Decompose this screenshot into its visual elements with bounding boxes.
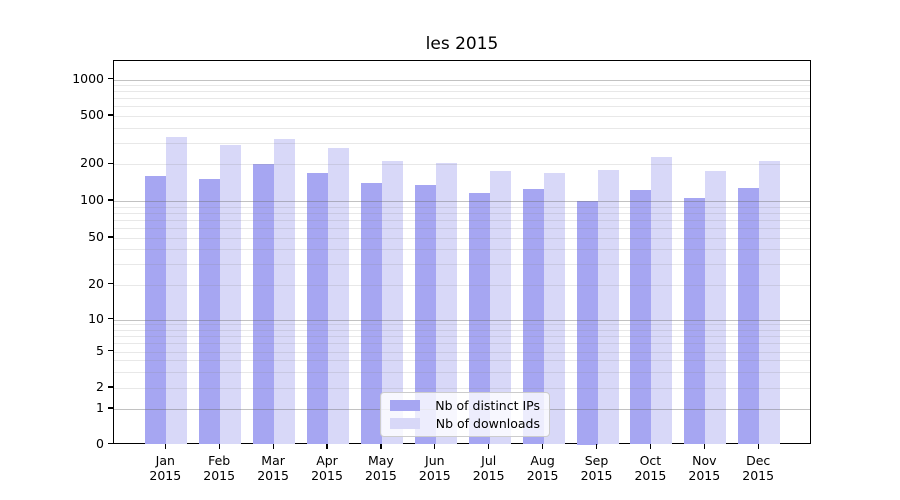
bar-downloads-dec-2015: [759, 161, 781, 445]
gridline-major-1000: [114, 79, 810, 81]
x-tick-label-sep-2015: Sep 2015: [580, 452, 613, 484]
legend-entry-downloads: Nb of downloads: [390, 416, 540, 431]
x-tick-mark-jan-2015: [164, 443, 166, 449]
bar-downloads-sep-2015: [597, 169, 619, 445]
chart-title: les 2015: [425, 34, 499, 54]
y-tick-mark-100: [108, 199, 113, 201]
x-tick-label-dec-2015: Dec 2015: [742, 452, 775, 484]
y-tick-label-5: 5: [96, 342, 104, 358]
bar-distinct-ips-nov-2015: [684, 197, 706, 445]
legend-label-downloads: Nb of downloads: [435, 415, 540, 431]
y-tick-label-50: 50: [88, 229, 104, 244]
x-tick-mark-nov-2015: [703, 443, 705, 449]
bar-distinct-ips-feb-2015: [199, 179, 221, 445]
gridline-minor-300: [114, 143, 810, 145]
bar-downloads-aug-2015: [543, 173, 565, 445]
y-tick-mark-10: [108, 317, 113, 320]
x-tick-mark-aug-2015: [542, 443, 544, 449]
bar-downloads-mar-2015: [274, 138, 296, 445]
y-tick-mark-2: [108, 386, 113, 388]
bar-distinct-ips-aug-2015: [522, 189, 544, 445]
x-tick-label-apr-2015: Apr 2015: [311, 452, 343, 484]
x-tick-mark-oct-2015: [649, 443, 652, 449]
y-tick-mark-500: [108, 114, 113, 116]
bar-distinct-ips-jun-2015: [414, 185, 436, 445]
y-tick-label-100: 100: [80, 192, 104, 207]
bar-downloads-feb-2015: [220, 145, 242, 445]
gridline-minor-600: [114, 106, 810, 108]
y-tick-label-200: 200: [80, 155, 104, 171]
bar-downloads-jan-2015: [166, 137, 188, 445]
x-tick-mark-sep-2015: [595, 443, 598, 449]
gridline-minor-700: [114, 98, 810, 100]
x-tick-label-oct-2015: Oct 2015: [634, 452, 667, 484]
bar-downloads-jul-2015: [489, 170, 511, 445]
x-tick-label-jul-2015: Jul 2015: [472, 452, 505, 484]
x-tick-mark-dec-2015: [757, 443, 759, 449]
legend: Nb of distinct IPs Nb of downloads: [380, 392, 550, 437]
y-tick-label-500: 500: [80, 107, 104, 123]
bar-distinct-ips-mar-2015: [253, 164, 275, 445]
x-tick-label-feb-2015: Feb 2015: [203, 452, 236, 484]
gridline-minor-800: [114, 91, 810, 93]
y-tick-mark-200: [108, 162, 113, 165]
bar-distinct-ips-sep-2015: [576, 201, 598, 445]
x-tick-mark-jun-2015: [434, 443, 436, 449]
gridline-minor-500: [114, 116, 810, 118]
x-tick-mark-mar-2015: [272, 443, 274, 449]
x-tick-label-mar-2015: Mar 2015: [257, 452, 289, 484]
bar-distinct-ips-dec-2015: [738, 188, 760, 445]
y-tick-label-1000: 1000: [72, 70, 104, 86]
gridline-minor-200: [114, 164, 810, 166]
x-tick-mark-apr-2015: [326, 443, 328, 449]
x-tick-label-aug-2015: Aug 2015: [526, 452, 559, 484]
x-tick-label-nov-2015: Nov 2015: [688, 452, 721, 484]
gridline-minor-900: [114, 85, 810, 87]
bar-distinct-ips-may-2015: [360, 182, 382, 445]
bar-downloads-oct-2015: [651, 157, 673, 445]
bar-distinct-ips-jan-2015: [145, 176, 167, 445]
x-tick-mark-feb-2015: [218, 443, 220, 449]
bar-distinct-ips-oct-2015: [630, 189, 652, 445]
legend-swatch-downloads: [390, 417, 420, 429]
y-tick-mark-1000: [108, 77, 113, 80]
y-tick-mark-0: [108, 442, 113, 445]
legend-entry-distinct-ips: Nb of distinct IPs: [390, 398, 540, 413]
plot-area: Nb of distinct IPs Nb of downloads: [113, 60, 811, 445]
y-tick-label-10: 10: [88, 310, 104, 326]
y-tick-label-2: 2: [96, 379, 104, 394]
x-tick-label-may-2015: May 2015: [364, 452, 397, 484]
bar-downloads-may-2015: [381, 161, 403, 445]
y-tick-mark-1: [108, 407, 113, 409]
bar-downloads-nov-2015: [705, 171, 727, 445]
y-tick-mark-50: [108, 236, 113, 238]
gridline-minor-400: [114, 127, 810, 129]
x-tick-mark-jul-2015: [488, 443, 490, 449]
bar-distinct-ips-apr-2015: [307, 173, 328, 445]
bar-downloads-apr-2015: [328, 148, 349, 445]
x-tick-label-jan-2015: Jan 2015: [149, 452, 182, 484]
y-tick-label-1: 1: [96, 400, 104, 415]
bar-distinct-ips-jul-2015: [468, 192, 490, 445]
legend-swatch-distinct-ips: [390, 400, 420, 412]
bar-downloads-jun-2015: [435, 162, 457, 445]
x-tick-label-jun-2015: Jun 2015: [418, 452, 451, 484]
x-tick-mark-may-2015: [380, 443, 382, 449]
y-tick-mark-20: [108, 282, 113, 285]
y-tick-label-0: 0: [96, 435, 104, 451]
y-tick-mark-5: [108, 349, 113, 352]
y-tick-label-20: 20: [88, 275, 104, 291]
legend-label-distinct-ips: Nb of distinct IPs: [435, 398, 540, 414]
